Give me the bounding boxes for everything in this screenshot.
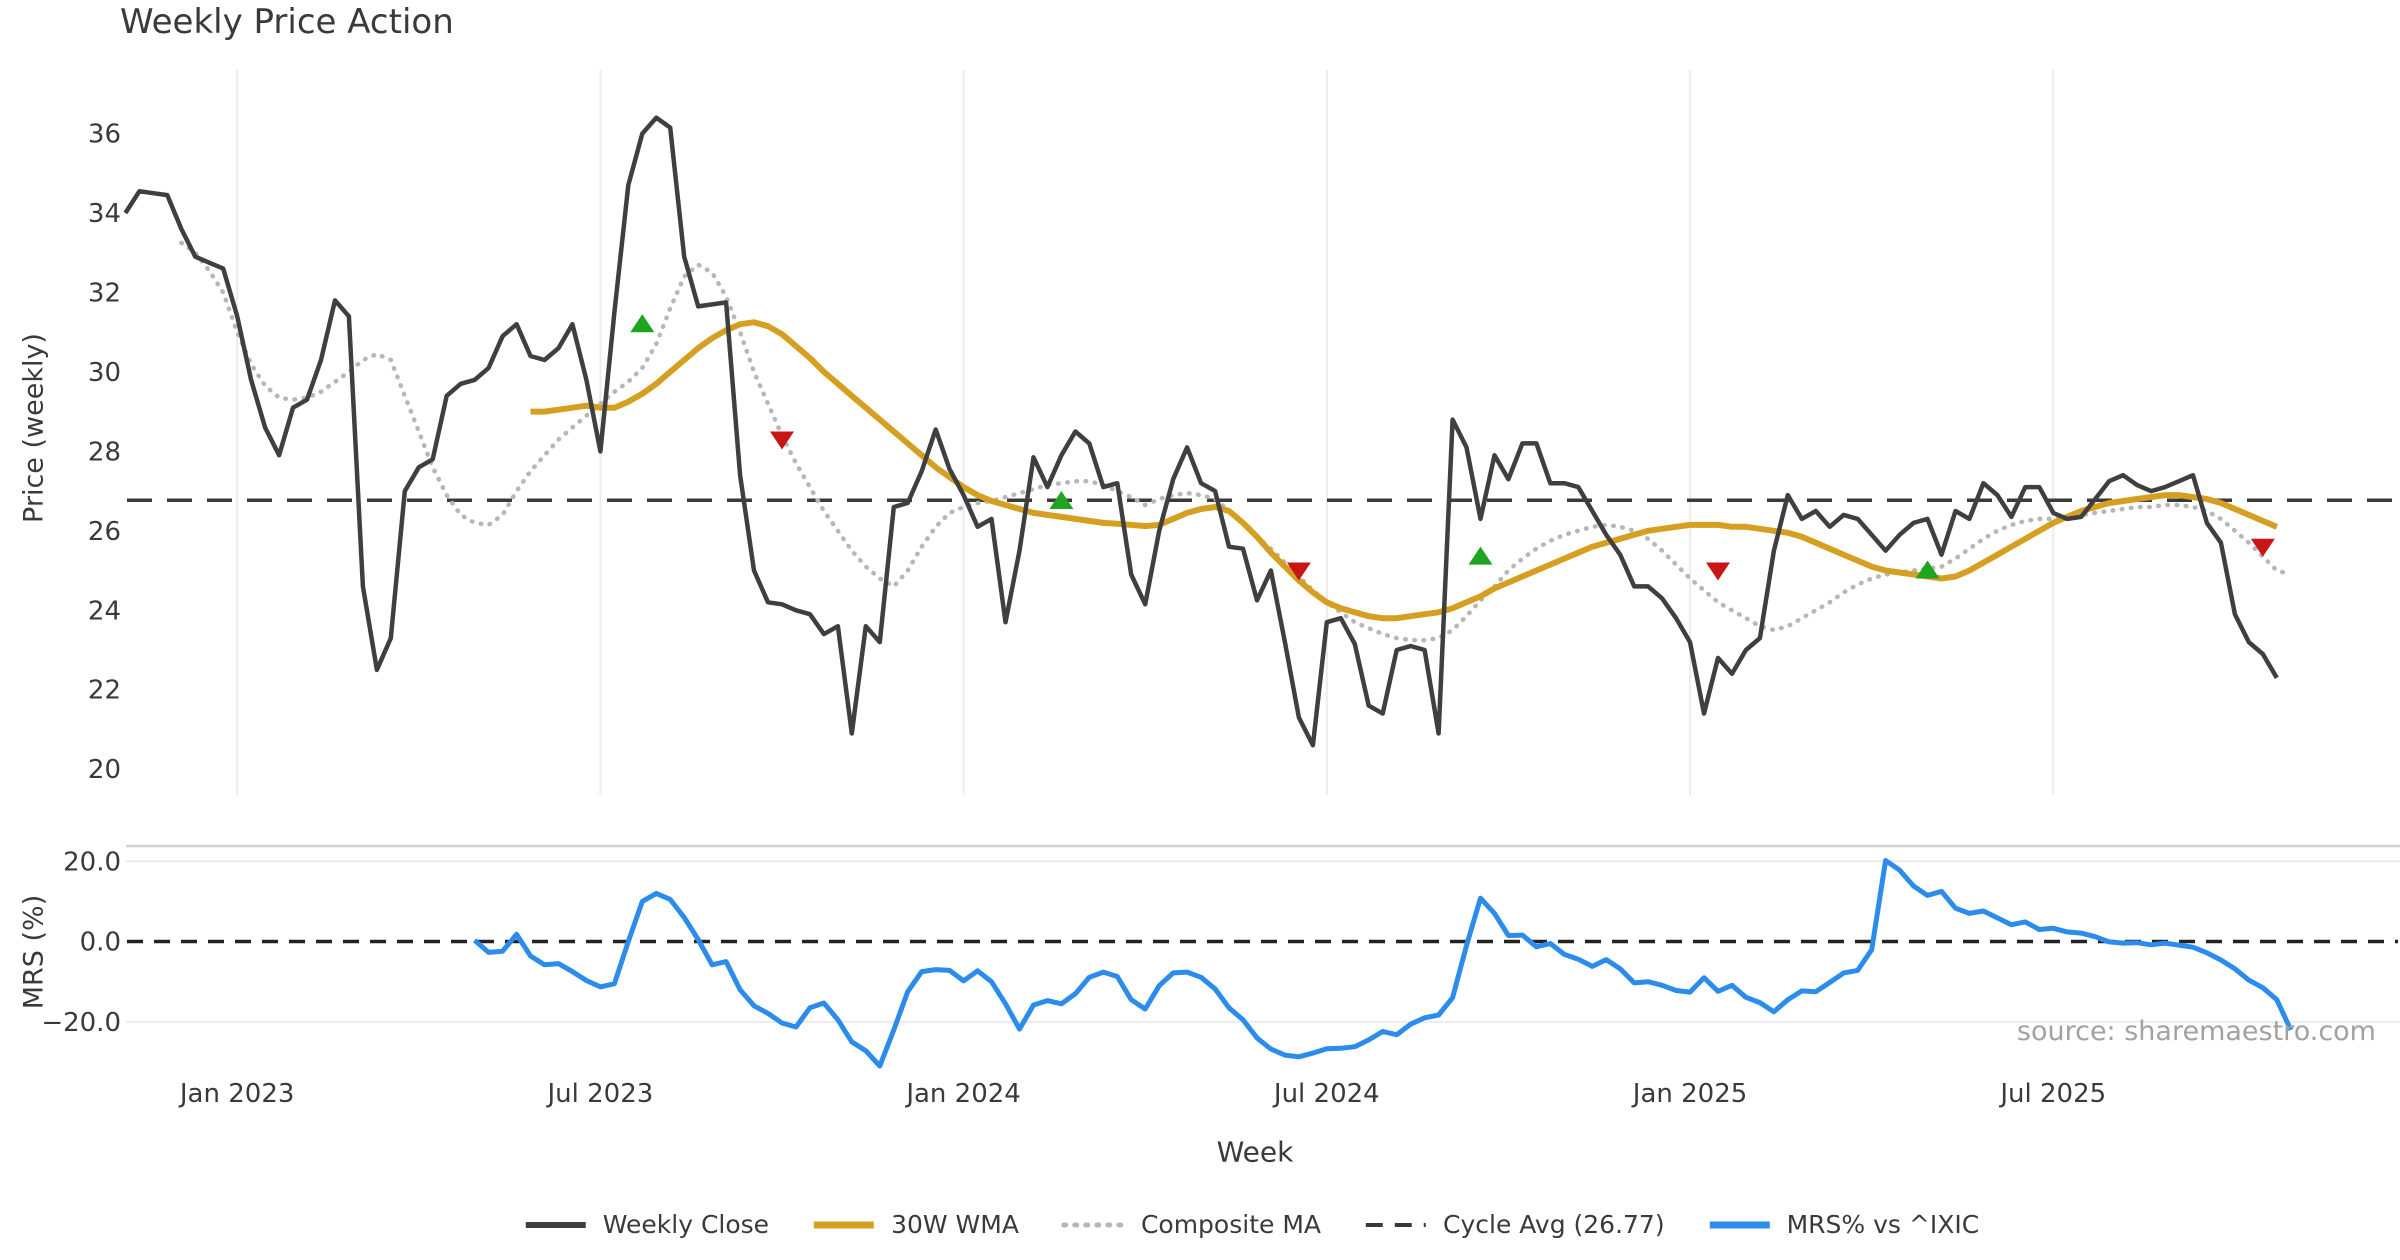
legend-label: Cycle Avg (26.77) <box>1442 1210 1665 1239</box>
y-tick-label: 36 <box>88 120 121 150</box>
x-tick-label: Jul 2023 <box>545 1079 653 1109</box>
legend-item-composite-ma: Composite MA <box>1061 1210 1321 1239</box>
series-composite <box>179 240 2294 643</box>
legend-item-cycle-avg: Cycle Avg (26.77) <box>1363 1210 1665 1239</box>
y-tick-label: 22 <box>88 676 121 706</box>
source-note: source: sharemaestro.com <box>2016 1016 2376 1047</box>
y-tick-label: 24 <box>88 596 121 626</box>
sell-marker-icon <box>1705 562 1730 581</box>
legend-label: Composite MA <box>1140 1210 1321 1239</box>
sell-marker-icon <box>1286 562 1311 581</box>
y-tick-label: 0.0 <box>80 928 121 958</box>
legend-item-mrs: MRS% vs ^IXIC <box>1707 1210 1980 1239</box>
buy-marker-icon <box>630 314 655 333</box>
y-tick-label: 26 <box>88 517 121 547</box>
price-axis-title: Price (weekly) <box>18 333 50 523</box>
legend-sample-solid-line-icon <box>1709 1221 1770 1228</box>
legend-label: Weekly Close <box>602 1210 770 1239</box>
legend-sample-solid-line-icon <box>525 1221 586 1228</box>
y-tick-label: 30 <box>88 358 121 388</box>
sell-marker-icon <box>769 431 794 450</box>
sell-marker-icon <box>2250 538 2275 557</box>
x-tick-label: Jan 2025 <box>1631 1079 1748 1109</box>
legend-item-weekly-close: Weekly Close <box>523 1210 769 1239</box>
legend: Weekly Close 30W WMA Composite MA Cycle … <box>523 1210 1979 1239</box>
series-close <box>123 115 2279 748</box>
chart-title: Weekly Price Action <box>120 2 454 42</box>
series-wma <box>530 319 2278 622</box>
y-tick-label: 20 <box>88 755 121 785</box>
y-tick-label: 32 <box>88 278 121 308</box>
x-tick-label: Jul 2024 <box>1272 1079 1380 1109</box>
y-tick-label: 34 <box>88 199 121 229</box>
y-tick-label: −20.0 <box>41 1008 121 1038</box>
mrs-axis-title: MRS (%) <box>18 894 50 1010</box>
legend-label: MRS% vs ^IXIC <box>1786 1210 1980 1239</box>
x-tick-label: Jan 2024 <box>904 1079 1021 1109</box>
y-tick-label: 28 <box>88 437 121 467</box>
y-tick-label: 20.0 <box>63 847 121 877</box>
series-mrs <box>472 858 2294 1069</box>
legend-sample-dotted-line-icon <box>1061 1222 1127 1227</box>
buy-marker-icon <box>1915 560 1940 579</box>
legend-sample-solid-line-icon <box>814 1221 875 1228</box>
x-tick-label: Jul 2025 <box>1998 1079 2106 1109</box>
buy-marker-icon <box>1468 546 1493 565</box>
legend-sample-dashed-line-icon <box>1365 1222 1426 1227</box>
legend-label: 30W WMA <box>891 1210 1019 1239</box>
buy-marker-icon <box>1049 491 1074 510</box>
x-tick-label: Jan 2023 <box>178 1079 295 1109</box>
x-axis-title: Week <box>1216 1135 1294 1169</box>
legend-item-30w-wma: 30W WMA <box>811 1210 1019 1239</box>
